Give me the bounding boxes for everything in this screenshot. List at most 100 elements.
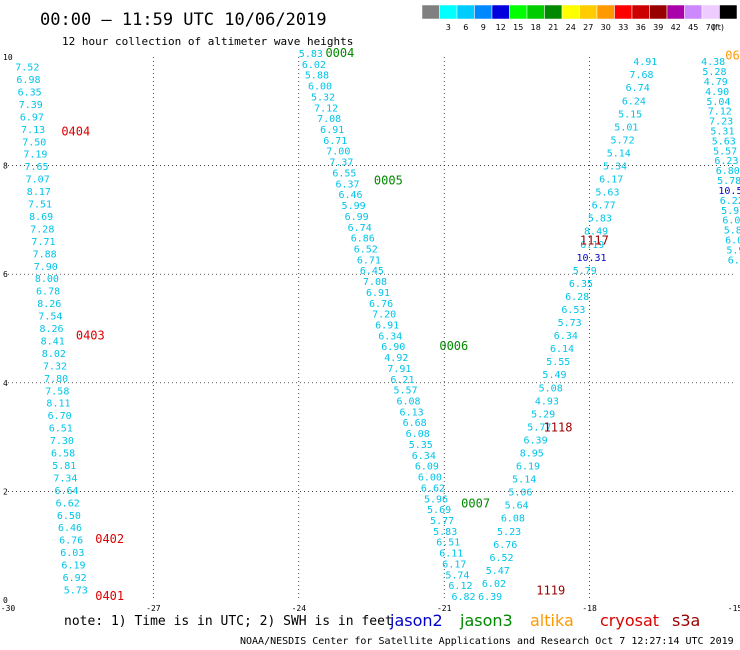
swh-value: 5.35 (409, 440, 433, 451)
swh-value: 6.99 (345, 212, 369, 223)
swh-value: 7.08 (317, 114, 341, 125)
legend-swatch (631, 4, 650, 20)
swh-value: 5.64 (505, 501, 529, 512)
satellite-name: jason3 (459, 611, 513, 630)
swh-value: 6.97 (20, 112, 44, 123)
color-scale-legend: 3 6 9 12 15 18 21 24 27 30 33 36 39 42 45 70(ft) (421, 4, 738, 32)
swh-value: 6.01 (725, 236, 740, 247)
swh-value: 4.90 (705, 87, 729, 98)
y-tick-label: 0 (3, 596, 8, 605)
swh-value: 5.01 (614, 122, 638, 133)
swh-value: 7.12 (708, 107, 732, 118)
swh-value: 6.19 (61, 561, 85, 572)
swh-value: 6.78 (36, 287, 60, 298)
swh-value: 10.58 (718, 186, 740, 197)
swh-value: 8.49 (584, 227, 608, 238)
legend-swatch (456, 4, 475, 20)
swh-value: 7.80 (44, 374, 68, 385)
legend-label: 27 (583, 23, 593, 32)
swh-value: 5.73 (64, 585, 88, 596)
swh-value: 6.52 (354, 244, 378, 255)
swh-value: 5.83 (588, 214, 612, 225)
legend-label: 36 (636, 23, 646, 32)
y-tick-label: 10 (3, 53, 13, 62)
swh-value: 8.17 (27, 187, 51, 198)
swh-value: 6.76 (59, 536, 83, 547)
swh-value: 6.03 (722, 216, 740, 227)
swh-value: 7.88 (33, 249, 57, 260)
swh-value: 6.39 (478, 592, 502, 603)
swh-value: 6.02 (302, 60, 326, 71)
swh-value: 6.08 (397, 397, 421, 408)
swh-value: 5.57 (713, 146, 737, 157)
legend-swatch (719, 4, 738, 20)
x-tick-label: -15 (728, 604, 740, 613)
swh-value: 6.45 (360, 266, 384, 277)
legend-label: 12 (496, 23, 506, 32)
swh-value: 7.39 (19, 100, 43, 111)
swh-value: 7.30 (50, 436, 74, 447)
swh-value: 6.71 (357, 255, 381, 266)
swh-value: 5.83 (433, 527, 457, 538)
swh-value: 5.9 (726, 245, 740, 256)
footer-credit: NOAA/NESDIS Center for Satellite Applica… (240, 636, 734, 647)
swh-value: 6.76 (369, 299, 393, 310)
satellite-legend: jason2 jason3 altika cryosat s3a (389, 611, 700, 630)
swh-value: 7.71 (31, 237, 55, 248)
swh-value: 6.70 (48, 411, 72, 422)
swh-value: 6.64 (55, 486, 79, 497)
swh-value: 5.29 (531, 409, 555, 420)
swh-value: 5.47 (486, 566, 510, 577)
swh-value: 6.08 (501, 514, 525, 525)
swh-value: 6.03 (60, 548, 84, 559)
legend-label: 70 (706, 23, 716, 32)
swh-value: 5.08 (539, 383, 563, 394)
legend-swatch (614, 4, 633, 20)
swh-value: 6.23 (714, 156, 738, 167)
pass-label: 0007 (461, 497, 490, 511)
swh-value: 10.31 (576, 253, 606, 264)
swh-value: 6.86 (351, 234, 375, 245)
legend-swatch (421, 4, 440, 20)
swh-value: 5.74 (445, 570, 469, 581)
swh-value: 7.58 (45, 386, 69, 397)
legend-swatch (561, 4, 580, 20)
swh-value: 5.23 (497, 527, 521, 538)
swh-value: 6.62 (56, 498, 80, 509)
swh-value: 6.91 (366, 288, 390, 299)
pass-label: 1119 (536, 584, 565, 598)
swh-value: 6.51 (436, 538, 460, 549)
swh-value: 5.81 (52, 461, 76, 472)
swh-value: 7.52 (15, 63, 39, 74)
chart-title: 00:00 – 11:59 UTC 10/06/2019 (40, 10, 327, 30)
swh-value: 6.92 (63, 573, 87, 584)
legend-swatch (701, 4, 720, 20)
swh-value: 6.34 (412, 451, 436, 462)
swh-value: 7.34 (53, 473, 77, 484)
legend-swatch (491, 4, 510, 20)
swh-value: 7.54 (38, 312, 62, 323)
swh-value: 8.41 (41, 336, 65, 347)
swh-value: 6.74 (348, 223, 372, 234)
swh-value: 5.49 (542, 370, 566, 381)
swh-value: 6.55 (332, 168, 356, 179)
plot-grid (8, 57, 735, 600)
swh-value: 7.65 (25, 162, 49, 173)
swh-value: 6.39 (524, 435, 548, 446)
legend-label: 33 (618, 23, 628, 32)
swh-value: 8.26 (40, 324, 64, 335)
swh-value: 5.57 (393, 386, 417, 397)
satellite-name: altika (530, 611, 574, 630)
satellite-name: jason2 (389, 611, 443, 630)
satellite-name: s3a (672, 611, 700, 630)
swh-value: 6.12 (448, 581, 472, 592)
swh-value: 6.91 (375, 321, 399, 332)
swh-value: 4.38 (701, 57, 725, 68)
pass-label: 0404 (61, 125, 90, 139)
swh-value: 4.92 (384, 353, 408, 364)
swh-value: 7.00 (326, 147, 350, 158)
swh-value: 7.20 (372, 310, 396, 321)
swh-value: 5.77 (430, 516, 454, 527)
swh-value: 5.32 (311, 92, 335, 103)
swh-value: 6.71 (323, 136, 347, 147)
